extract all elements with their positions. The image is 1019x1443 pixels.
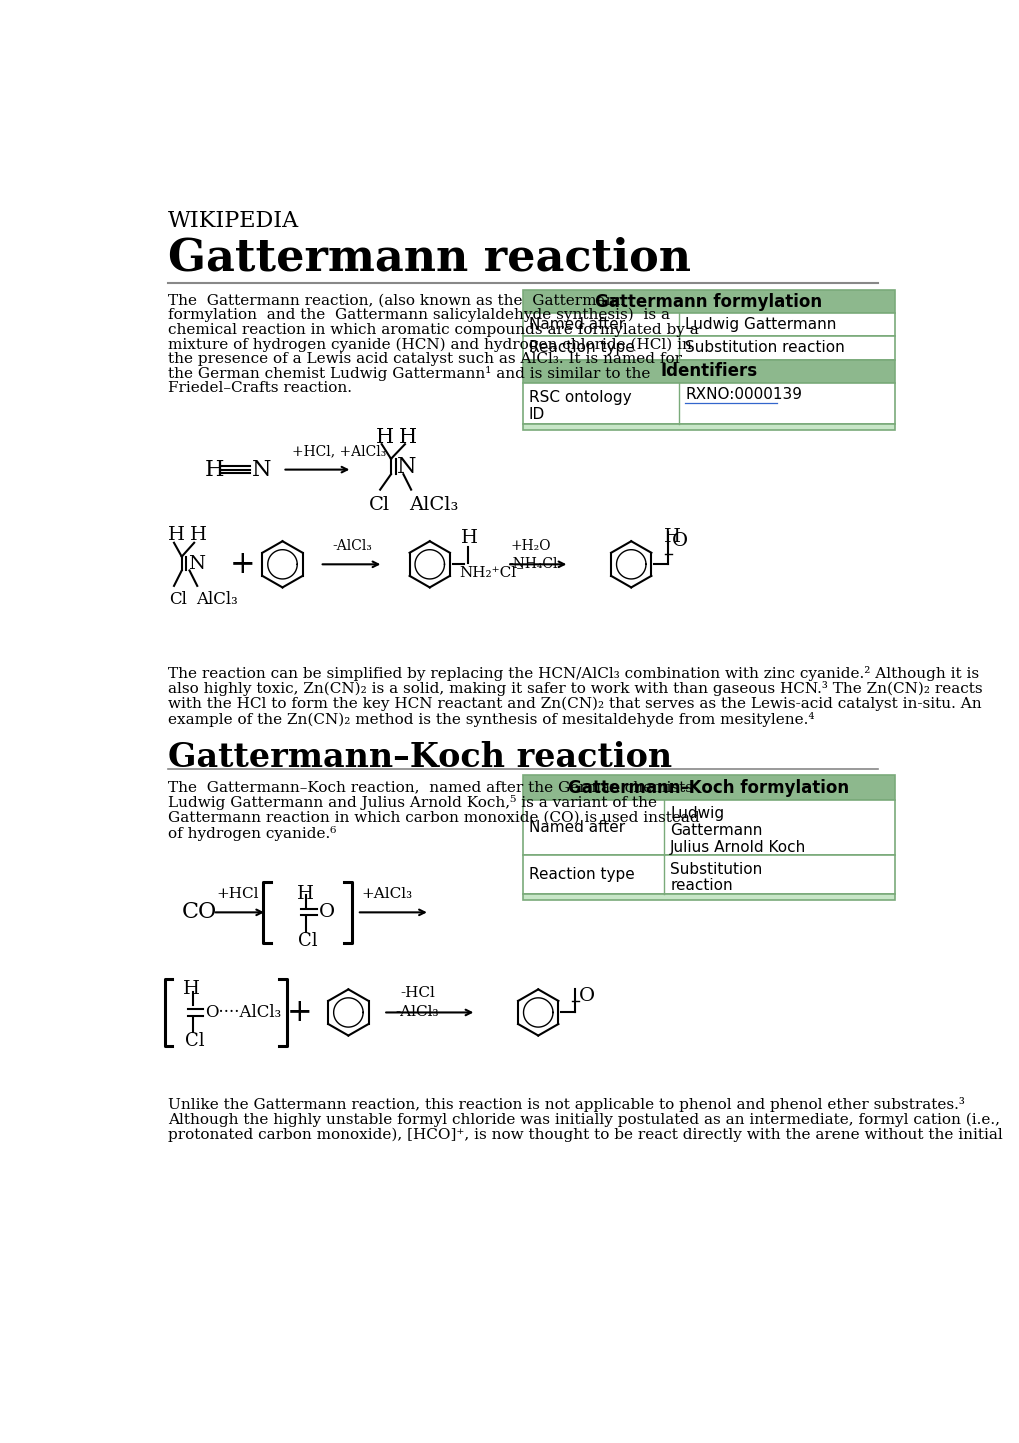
Text: protonated carbon monoxide), [HCO]⁺, is now thought to be react directly with th: protonated carbon monoxide), [HCO]⁺, is … — [168, 1128, 1002, 1143]
Text: AlCl₃: AlCl₃ — [196, 590, 237, 608]
Text: Substitution reaction: Substitution reaction — [685, 341, 844, 355]
Bar — [522, 290, 894, 313]
Bar — [522, 775, 894, 799]
Text: Reaction type: Reaction type — [529, 341, 634, 355]
Text: NH₂⁺Cl⁻: NH₂⁺Cl⁻ — [459, 566, 524, 580]
Text: Ludwig Gattermann and Julius Arnold Koch,⁵ is a variant of the: Ludwig Gattermann and Julius Arnold Koch… — [168, 795, 656, 811]
Text: -AlCl₃: -AlCl₃ — [332, 540, 372, 554]
Text: chemical reaction in which aromatic compounds are formylated by a: chemical reaction in which aromatic comp… — [168, 323, 698, 336]
Text: also highly toxic, Zn(CN)₂ is a solid, making it safer to work with than gaseous: also highly toxic, Zn(CN)₂ is a solid, m… — [168, 681, 981, 697]
Text: Reaction type: Reaction type — [529, 867, 634, 882]
Text: CO: CO — [181, 902, 217, 924]
Text: WIKIPEDIA: WIKIPEDIA — [168, 211, 299, 232]
Text: Gattermann formylation: Gattermann formylation — [595, 293, 821, 310]
Text: of hydrogen cyanide.⁶: of hydrogen cyanide.⁶ — [168, 827, 336, 841]
Text: +HCl, +AlCl₃: +HCl, +AlCl₃ — [291, 444, 385, 459]
Text: Unlike the Gattermann reaction, this reaction is not applicable to phenol and ph: Unlike the Gattermann reaction, this rea… — [168, 1097, 964, 1113]
Text: Cl: Cl — [299, 932, 318, 951]
Text: +: + — [286, 997, 312, 1027]
Text: Friedel–Crafts reaction.: Friedel–Crafts reaction. — [168, 381, 352, 395]
Text: H: H — [183, 980, 200, 999]
Bar — [522, 336, 894, 359]
Bar — [522, 893, 894, 900]
Text: example of the Zn(CN)₂ method is the synthesis of mesitaldehyde from mesitylene.: example of the Zn(CN)₂ method is the syn… — [168, 713, 813, 727]
Text: with the HCl to form the key HCN reactant and Zn(CN)₂ that serves as the Lewis-a: with the HCl to form the key HCN reactan… — [168, 697, 980, 711]
Text: Cl: Cl — [184, 1033, 204, 1051]
Text: Substitution: Substitution — [669, 861, 762, 876]
Text: H: H — [398, 427, 417, 447]
Text: N: N — [396, 456, 417, 478]
Text: the German chemist Ludwig Gattermann¹ and is similar to the: the German chemist Ludwig Gattermann¹ an… — [168, 367, 649, 381]
Text: N: N — [187, 556, 205, 573]
Text: the presence of a Lewis acid catalyst such as AlCl₃. It is named for: the presence of a Lewis acid catalyst su… — [168, 352, 681, 365]
Text: The  Gattermann–Koch reaction,  named after the German chemists: The Gattermann–Koch reaction, named afte… — [168, 779, 692, 794]
Text: The  Gattermann reaction, (also known as the  Gattermann: The Gattermann reaction, (also known as … — [168, 293, 625, 307]
Text: -NH₄Cl: -NH₄Cl — [508, 557, 557, 571]
Text: +AlCl₃: +AlCl₃ — [361, 887, 413, 902]
Text: H: H — [168, 527, 184, 544]
Text: Ludwig: Ludwig — [669, 807, 723, 821]
Text: +HCl: +HCl — [216, 887, 259, 902]
Text: The reaction can be simplified by replacing the HCN/AlCl₃ combination with zinc : The reaction can be simplified by replac… — [168, 667, 978, 681]
Text: O····AlCl₃: O····AlCl₃ — [205, 1004, 281, 1022]
Text: H: H — [461, 530, 477, 547]
Bar — [522, 382, 894, 424]
Text: H: H — [190, 527, 206, 544]
Text: RSC ontology: RSC ontology — [529, 390, 631, 405]
Text: formylation  and the  Gattermann salicylaldehyde synthesis)  is a: formylation and the Gattermann salicylal… — [168, 307, 669, 322]
Text: AlCl₃: AlCl₃ — [410, 496, 459, 514]
Text: Gattermann: Gattermann — [669, 823, 762, 838]
Bar — [522, 424, 894, 430]
Text: mixture of hydrogen cyanide (HCN) and hydrogen chloride (HCl) in: mixture of hydrogen cyanide (HCN) and hy… — [168, 338, 691, 352]
Text: +H₂O: +H₂O — [510, 540, 550, 554]
Text: Named after: Named after — [529, 317, 625, 332]
Text: -AlCl₃: -AlCl₃ — [395, 1004, 439, 1019]
Text: Named after: Named after — [529, 820, 625, 835]
Text: ID: ID — [529, 407, 545, 423]
Text: Ludwig Gattermann: Ludwig Gattermann — [685, 317, 836, 332]
Bar — [522, 313, 894, 336]
Text: H: H — [663, 528, 680, 545]
Text: O: O — [578, 987, 594, 1004]
Text: Gattermann–Koch formylation: Gattermann–Koch formylation — [568, 779, 849, 797]
Text: Gattermann–Koch reaction: Gattermann–Koch reaction — [168, 742, 672, 775]
Text: Although the highly unstable formyl chloride was initially postulated as an inte: Although the highly unstable formyl chlo… — [168, 1113, 999, 1127]
Text: Julius Arnold Koch: Julius Arnold Koch — [669, 840, 806, 856]
Text: Cl: Cl — [369, 496, 390, 514]
Text: Gattermann reaction in which carbon monoxide (CO) is used instead: Gattermann reaction in which carbon mono… — [168, 811, 699, 825]
Text: O: O — [671, 532, 687, 550]
Text: N: N — [252, 459, 271, 481]
Text: Cl: Cl — [169, 590, 187, 608]
Text: reaction: reaction — [669, 879, 733, 893]
Text: H: H — [297, 885, 314, 903]
Text: +: + — [229, 548, 255, 580]
Text: Gattermann reaction: Gattermann reaction — [168, 237, 690, 280]
Bar — [522, 799, 894, 856]
Text: Identifiers: Identifiers — [659, 362, 756, 380]
Bar — [522, 359, 894, 382]
Bar — [522, 856, 894, 893]
Text: RXNO:0000139: RXNO:0000139 — [685, 387, 801, 403]
Text: O: O — [318, 903, 334, 922]
Text: -HCl: -HCl — [399, 986, 435, 1000]
Text: H: H — [205, 459, 224, 481]
Text: H: H — [375, 427, 393, 447]
